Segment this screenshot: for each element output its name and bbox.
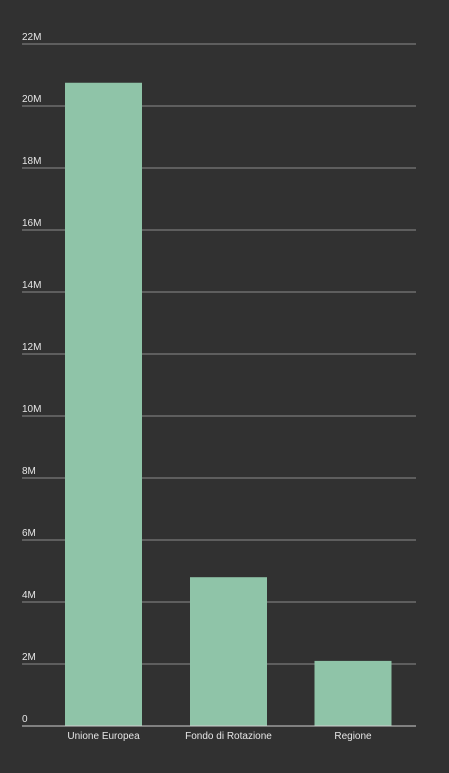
y-tick-label: 2M — [22, 652, 36, 663]
y-tick-label: 10M — [22, 404, 41, 415]
bar-regione[interactable] — [314, 660, 392, 726]
bar-fondo-di-rotazione[interactable] — [190, 577, 267, 726]
y-tick-label: 20M — [22, 94, 41, 105]
bar-unione-europea[interactable] — [65, 82, 142, 726]
y-tick-label: 4M — [22, 590, 36, 601]
y-tick-label: 6M — [22, 528, 36, 539]
y-tick-label: 22M — [22, 32, 41, 43]
y-tick-label: 12M — [22, 342, 41, 353]
x-tick-label: Fondo di Rotazione — [185, 731, 272, 742]
y-tick-label: 18M — [22, 156, 41, 167]
y-tick-label: 0 — [22, 714, 28, 725]
x-tick-label: Regione — [334, 731, 372, 742]
x-tick-label: Unione Europea — [67, 731, 140, 742]
x-axis-tick-labels: Unione Europea Fondo di Rotazione Regione — [67, 731, 372, 742]
y-tick-label: 14M — [22, 280, 41, 291]
bars — [65, 82, 392, 726]
y-tick-label: 16M — [22, 218, 41, 229]
y-tick-label: 8M — [22, 466, 36, 477]
y-axis-tick-labels: 0 2M 4M 6M 8M 10M 12M 14M 16M 18M 20M 22M — [22, 32, 41, 725]
